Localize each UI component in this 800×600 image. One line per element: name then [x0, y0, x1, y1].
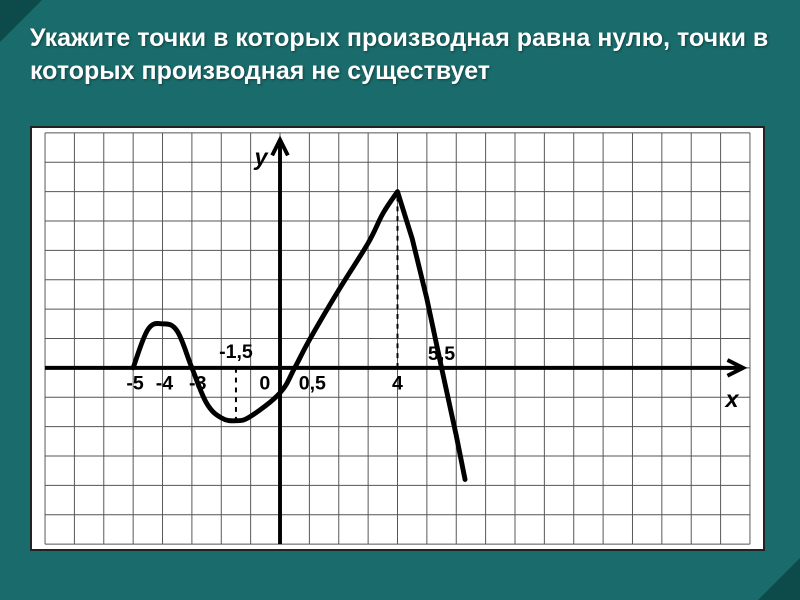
- svg-text:0: 0: [259, 372, 270, 394]
- svg-text:4: 4: [392, 372, 403, 394]
- corner-bottom-right: [758, 558, 800, 600]
- svg-text:-3: -3: [189, 372, 207, 394]
- svg-text:y: y: [254, 144, 270, 170]
- slide-title: Укажите точки в которых производная равн…: [30, 22, 770, 87]
- chart-container: -5 -4 -3 -1,5 0 0,5 4 5,5 y x: [30, 126, 765, 551]
- svg-text:0,5: 0,5: [299, 372, 326, 394]
- svg-text:x: x: [723, 386, 739, 412]
- svg-text:-1,5: -1,5: [219, 341, 253, 363]
- slide: Укажите точки в которых производная равн…: [0, 0, 800, 600]
- chart-svg: -5 -4 -3 -1,5 0 0,5 4 5,5 y x: [32, 128, 763, 549]
- svg-text:-4: -4: [156, 372, 174, 394]
- svg-text:5,5: 5,5: [428, 343, 455, 365]
- svg-text:-5: -5: [126, 372, 144, 394]
